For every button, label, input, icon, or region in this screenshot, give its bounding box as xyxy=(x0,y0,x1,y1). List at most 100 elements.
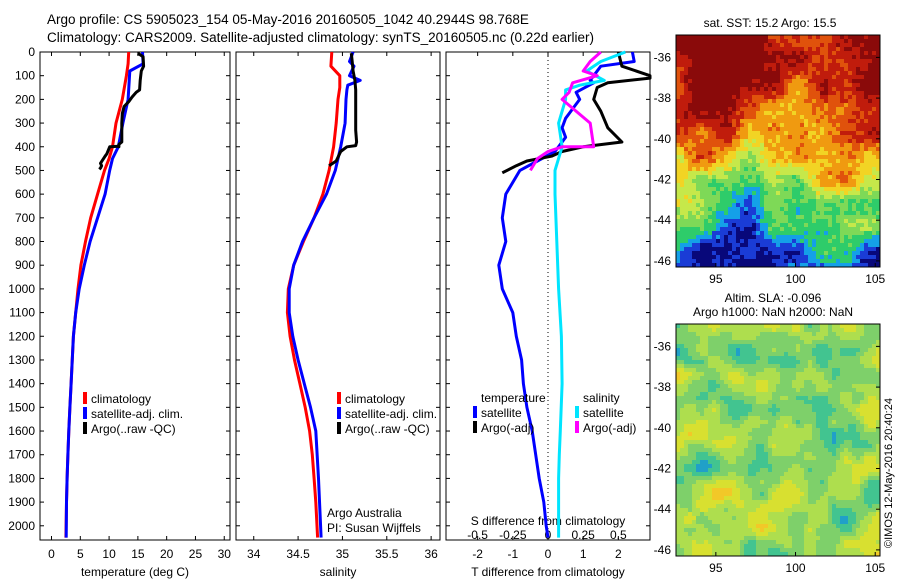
sst_map-cell xyxy=(680,147,684,151)
salinity-plot-frame xyxy=(235,51,441,541)
sst_map-cell xyxy=(800,259,804,263)
sst_map-cell xyxy=(840,227,844,231)
sst_map-cell xyxy=(720,187,724,191)
sla_map-cell xyxy=(832,372,836,376)
sla_map-cell xyxy=(696,456,700,460)
sst_map-cell xyxy=(816,199,820,203)
sla_map-cell xyxy=(836,404,840,408)
sla_map-cell xyxy=(732,400,736,404)
sst_map-cell xyxy=(848,171,852,175)
sst_map-cell xyxy=(824,119,828,123)
sla_map-cell xyxy=(852,380,856,384)
sst_map-cell xyxy=(812,71,816,75)
sst_map-cell xyxy=(708,127,712,131)
sla_map-cell xyxy=(820,404,824,408)
sst_map-cell xyxy=(828,47,832,51)
sla_map-cell xyxy=(756,400,760,404)
sla_map-cell xyxy=(736,360,740,364)
sla_map-cell xyxy=(820,336,824,340)
sla_map-cell xyxy=(804,384,808,388)
sla_map-cell xyxy=(724,344,728,348)
sst_map-cell xyxy=(744,67,748,71)
sla_map-cell xyxy=(744,436,748,440)
sst_map-cell xyxy=(748,39,752,43)
sla_map-cell xyxy=(756,324,760,328)
sst_map-cell xyxy=(772,175,776,179)
sst_map-cell xyxy=(712,35,716,39)
sst_map-cell xyxy=(688,55,692,59)
sst_map-cell xyxy=(700,35,704,39)
sst_map-cell xyxy=(784,167,788,171)
sst_map-cell xyxy=(736,123,740,127)
sst_map-cell xyxy=(868,131,872,135)
sla_map-cell xyxy=(796,332,800,336)
sst_map-cell xyxy=(872,247,876,251)
sst_map-cell xyxy=(756,119,760,123)
sla_map-cell xyxy=(712,452,716,456)
sla_map-cell xyxy=(792,380,796,384)
sst_map-cell xyxy=(688,43,692,47)
sla_map-cell xyxy=(804,408,808,412)
sst_map-cell xyxy=(844,207,848,211)
sst_map-cell xyxy=(732,143,736,147)
sst_map-cell xyxy=(828,155,832,159)
sst_map-cell xyxy=(772,107,776,111)
sst_map-cell xyxy=(728,195,732,199)
sla_map-cell xyxy=(832,340,836,344)
sla_map-cell xyxy=(724,328,728,332)
sst_map-cell xyxy=(696,83,700,87)
sst_map-cell xyxy=(752,183,756,187)
sst_map-cell xyxy=(756,199,760,203)
depth-tick-label: 1600 xyxy=(8,424,35,438)
sst_map-cell xyxy=(816,235,820,239)
sst_map-cell xyxy=(852,203,856,207)
sla_map-cell xyxy=(692,448,696,452)
sst_map-cell xyxy=(768,51,772,55)
sst_map-cell xyxy=(848,235,852,239)
sst_map-cell xyxy=(824,47,828,51)
sst_map-cell xyxy=(824,63,828,67)
sst_map-cell xyxy=(860,215,864,219)
sst_map-cell xyxy=(756,35,760,39)
sst_map-cell xyxy=(716,163,720,167)
sst_map-cell xyxy=(720,83,724,87)
sst_map-cell xyxy=(788,87,792,91)
sst_map-cell xyxy=(736,203,740,207)
sla_map-cell xyxy=(736,400,740,404)
sst_map-cell xyxy=(804,167,808,171)
sst_map-cell xyxy=(692,127,696,131)
sla_map-cell xyxy=(744,368,748,372)
sla_map-cell xyxy=(872,432,876,436)
sst_map-cell xyxy=(828,235,832,239)
sst_map-cell xyxy=(780,259,784,263)
sst_map-cell xyxy=(832,211,836,215)
sst_map-cell xyxy=(772,187,776,191)
sst_map-cell xyxy=(756,255,760,259)
sst_map-cell xyxy=(692,247,696,251)
legend-entry: satellite xyxy=(481,406,522,420)
sst_map-cell xyxy=(824,223,828,227)
sla_map-cell xyxy=(748,448,752,452)
sst_map-cell xyxy=(780,183,784,187)
sst_map-cell xyxy=(788,191,792,195)
sst_map-cell xyxy=(752,211,756,215)
sst_map-cell xyxy=(792,43,796,47)
sst_map-cell xyxy=(720,147,724,151)
sst_map-cell xyxy=(704,259,708,263)
sst_map-cell xyxy=(676,75,680,79)
sla_map-cell xyxy=(832,404,836,408)
sst_map-cell xyxy=(724,35,728,39)
sst_map-cell xyxy=(752,107,756,111)
sla_map-cell xyxy=(748,360,752,364)
sst_map-cell xyxy=(732,111,736,115)
sst_map-cell xyxy=(828,199,832,203)
sst_map-cell xyxy=(804,63,808,67)
sla_map-cell xyxy=(688,356,692,360)
sla_map-cell xyxy=(788,440,792,444)
sst_map-cell xyxy=(784,207,788,211)
sst_map-cell xyxy=(792,155,796,159)
sla_map-cell xyxy=(792,444,796,448)
sst_map-cell xyxy=(688,207,692,211)
sla_map-cell xyxy=(764,324,768,328)
sst_map-cell xyxy=(676,127,680,131)
